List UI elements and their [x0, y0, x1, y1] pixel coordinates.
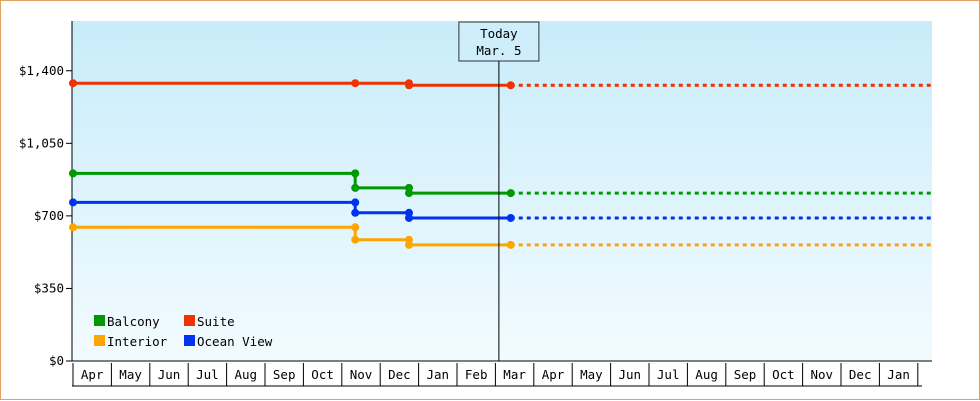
data-point — [69, 169, 77, 178]
x-tick-label: May — [580, 367, 603, 382]
today-date: Mar. 5 — [476, 43, 521, 58]
data-point — [405, 189, 413, 198]
y-tick-label: $1,050 — [19, 135, 64, 150]
data-point — [69, 223, 77, 232]
y-tick-label: $700 — [34, 208, 64, 223]
x-tick-label: Nov — [811, 367, 834, 382]
legend-swatch — [94, 335, 105, 346]
x-tick-label: Sep — [273, 367, 296, 382]
y-tick-label: $0 — [49, 353, 64, 368]
x-tick-label: May — [119, 367, 142, 382]
legend-swatch — [184, 315, 195, 326]
data-point — [351, 235, 360, 244]
legend-swatch — [184, 335, 195, 346]
x-tick-label: Jan — [427, 367, 450, 382]
x-tick-label: Sep — [734, 367, 757, 382]
legend-label: Interior — [107, 334, 168, 349]
x-tick-label: Dec — [849, 367, 872, 382]
data-point — [69, 198, 77, 207]
series-line — [73, 225, 511, 247]
x-tick-label: Jul — [657, 367, 680, 382]
y-tick-label: $350 — [34, 280, 64, 295]
data-point — [69, 79, 77, 88]
y-tick-label: $1,400 — [19, 63, 64, 78]
x-tick-label: Dec — [388, 367, 411, 382]
data-point — [506, 213, 515, 222]
series-line — [73, 171, 511, 195]
data-point — [351, 223, 360, 232]
data-point — [351, 198, 360, 207]
x-tick-label: Feb — [465, 367, 488, 382]
x-tick-label: Jun — [619, 367, 642, 382]
today-box — [458, 21, 540, 62]
data-point — [351, 169, 360, 178]
x-tick-label: Apr — [542, 367, 565, 382]
x-tick-label: Jan — [887, 367, 910, 382]
data-point — [405, 213, 413, 222]
legend-label: Ocean View — [197, 334, 273, 349]
plot-background — [72, 21, 932, 361]
legend-label: Balcony — [107, 314, 160, 329]
x-tick-label: Jul — [196, 367, 219, 382]
x-tick-label: Jun — [158, 367, 181, 382]
data-point — [351, 79, 360, 88]
data-point — [506, 189, 515, 198]
series-line — [73, 200, 511, 220]
x-tick-label: Oct — [311, 367, 334, 382]
data-point — [351, 183, 360, 192]
today-label: Today — [480, 26, 518, 41]
x-tick-label: Nov — [350, 367, 373, 382]
data-point — [405, 240, 413, 249]
x-tick-label: Aug — [235, 367, 258, 382]
legend-label: Suite — [197, 314, 235, 329]
x-tick-label: Aug — [695, 367, 718, 382]
legend-swatch — [94, 315, 105, 326]
data-point — [351, 208, 360, 217]
data-point — [405, 81, 413, 90]
data-point — [506, 240, 515, 249]
x-tick-label: Mar — [503, 367, 526, 382]
x-tick-label: Apr — [81, 367, 104, 382]
data-point — [506, 81, 515, 90]
x-tick-label: Oct — [772, 367, 795, 382]
